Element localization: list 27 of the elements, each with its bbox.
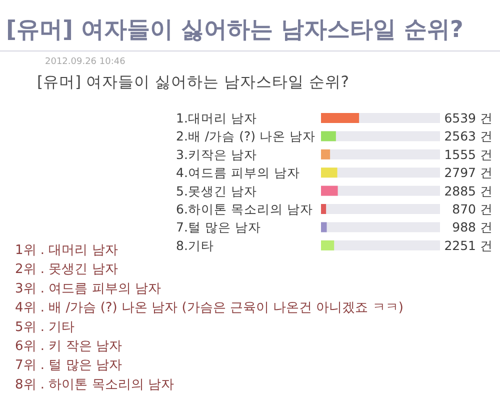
category-label: 3.키작은 남자 bbox=[176, 146, 257, 162]
title: [유머] 여자들이 싫어하는 남자스타일 순위? bbox=[6, 17, 464, 43]
data-label: 2885 건 bbox=[444, 183, 493, 198]
category-label: 7.털 많은 남자 bbox=[176, 220, 261, 235]
data-label: 2563 건 bbox=[444, 128, 493, 144]
data-label: 988 건 bbox=[452, 220, 493, 235]
data-label: 870 건 bbox=[452, 202, 493, 216]
category-label: 8.기타 bbox=[176, 238, 214, 253]
annotation: 8위 . 하이톤 목소리의 남자 bbox=[15, 377, 174, 392]
annotation: 5위 . 기타 bbox=[15, 320, 75, 335]
data-label: 2251 건 bbox=[444, 238, 493, 253]
subtitle: [유머] 여자들이 싫어하는 남자스타일 순위? bbox=[37, 73, 350, 91]
data-label: 6539 건 bbox=[444, 110, 493, 126]
category-label: 1.대머리 남자 bbox=[176, 110, 257, 126]
category-label: 2.배 /가슴 (?) 나온 남자 bbox=[176, 128, 316, 144]
annotation: 6위 . 키 작은 남자 bbox=[15, 339, 122, 354]
category-label: 6.하이톤 목소리의 남자 bbox=[176, 202, 313, 216]
annotation: 2012.09.26 10:46 bbox=[45, 57, 126, 67]
category-label: 4.여드름 피부의 남자 bbox=[176, 165, 300, 180]
annotation: 3위 . 여드름 피부의 남자 bbox=[15, 281, 161, 296]
annotation: 2위 . 못생긴 남자 bbox=[15, 262, 118, 278]
annotation: 4위 . 배 /가슴 (?) 나온 남자 (가슴은 근육이 나온건 아니겠죠 ㅋㅋ) bbox=[15, 300, 404, 316]
data-label: 1555 건 bbox=[444, 146, 493, 162]
data-label: 2797 건 bbox=[444, 165, 493, 180]
annotation: 1위 . 대머리 남자 bbox=[15, 243, 118, 258]
annotation: 7위 . 털 많은 남자 bbox=[15, 358, 122, 374]
category-label: 5.못생긴 남자 bbox=[176, 183, 257, 198]
